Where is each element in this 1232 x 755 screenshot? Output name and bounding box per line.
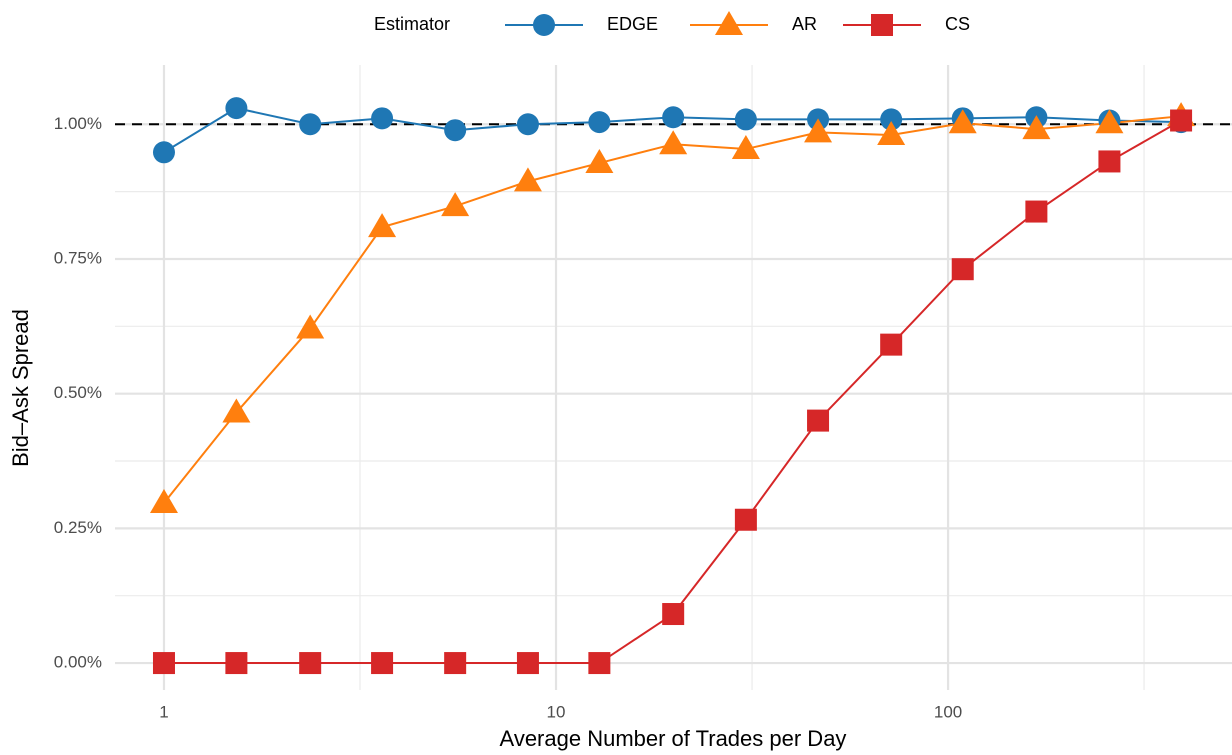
marker — [516, 652, 539, 675]
marker — [371, 107, 394, 130]
marker — [225, 652, 248, 675]
marker — [880, 333, 903, 356]
marker — [299, 652, 322, 675]
marker — [948, 109, 977, 134]
marker — [152, 141, 175, 164]
marker — [731, 135, 760, 160]
marker — [371, 652, 394, 675]
y-tick-label: 0.75% — [54, 248, 102, 267]
marker — [1025, 200, 1048, 223]
marker — [734, 108, 757, 131]
series-line — [163, 115, 1182, 504]
marker — [225, 97, 248, 120]
x-axis-title: Average Number of Trades per Day — [500, 726, 847, 751]
marker — [659, 130, 688, 155]
legend-marker — [715, 11, 743, 35]
marker — [368, 213, 397, 238]
x-tick-label: 10 — [547, 702, 566, 721]
marker — [222, 398, 251, 423]
marker — [880, 108, 903, 131]
y-tick-label: 0.25% — [54, 518, 102, 537]
marker — [299, 113, 322, 136]
marker — [804, 118, 833, 143]
marker — [662, 603, 685, 626]
legend-marker — [533, 14, 555, 36]
marker — [877, 121, 906, 146]
marker — [662, 106, 685, 129]
x-tick-label: 100 — [934, 702, 962, 721]
marker — [588, 652, 611, 675]
marker — [734, 508, 757, 531]
marker — [1098, 150, 1121, 173]
marker — [585, 149, 614, 174]
marker — [1170, 109, 1193, 132]
marker — [296, 314, 325, 339]
marker — [444, 652, 467, 675]
marker — [1022, 115, 1051, 140]
marker — [513, 167, 542, 192]
marker — [444, 119, 467, 142]
marker — [149, 489, 178, 514]
y-tick-label: 1.00% — [54, 114, 102, 133]
legend-label: AR — [792, 14, 817, 34]
legend-marker — [871, 14, 893, 36]
marker — [1095, 109, 1124, 134]
marker — [807, 409, 830, 432]
legend-title: Estimator — [374, 14, 450, 34]
marker — [516, 113, 539, 136]
legend-label: CS — [945, 14, 970, 34]
x-tick-label: 1 — [159, 702, 168, 721]
marker — [152, 652, 175, 675]
marker — [951, 258, 974, 281]
marker — [441, 192, 470, 217]
y-tick-label: 0.00% — [54, 653, 102, 672]
y-axis-title: Bid–Ask Spread — [8, 309, 33, 467]
marker — [588, 111, 611, 134]
legend-label: EDGE — [607, 14, 658, 34]
y-tick-label: 0.50% — [54, 383, 102, 402]
